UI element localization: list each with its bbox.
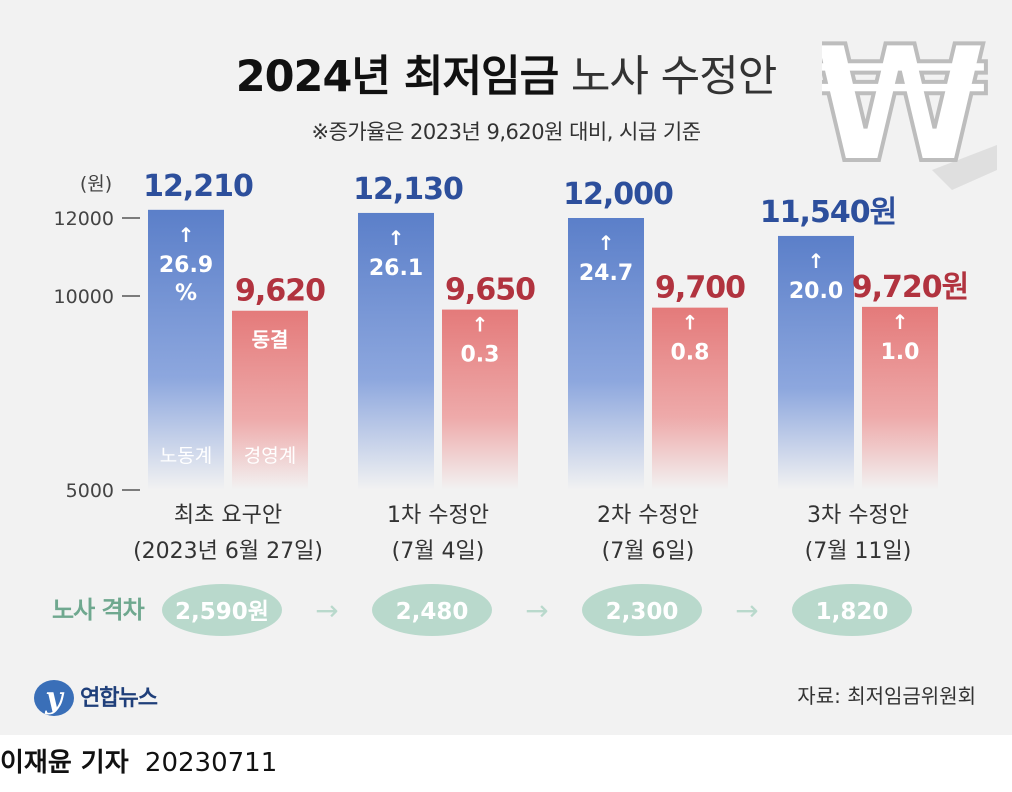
gap-pill	[162, 584, 282, 636]
y-tick-label: 12000	[54, 208, 114, 230]
change-label-management: 0.8	[671, 341, 710, 366]
change-label-labor: 26.1	[369, 256, 423, 281]
up-arrow-icon: ↑	[472, 313, 489, 337]
bar-chart: (원) 12000 10000 5000 12,210 ↑ 26.9% 9,620 동결노동…	[52, 169, 969, 636]
category-sublabel: (7월 11일)	[805, 539, 912, 564]
category-sublabel: (2023년 6월 27일)	[133, 539, 323, 564]
change-label-management: 동결	[252, 328, 289, 352]
bar-management	[442, 309, 518, 490]
arrow-right-icon: →	[315, 594, 338, 627]
category-label: 2차 수정안	[597, 503, 699, 528]
source-note: 자료: 최저임금위원회	[797, 684, 976, 708]
svg-text:₩: ₩	[822, 20, 988, 190]
series-label-management: 경영계	[244, 445, 296, 467]
category-label: 최초 요구안	[174, 503, 282, 528]
data-label-labor: 12,210	[143, 169, 253, 204]
category-sublabel: (7월 6일)	[602, 539, 695, 564]
up-arrow-icon: ↑	[808, 249, 825, 273]
change-label-labor: 24.7	[579, 261, 633, 286]
series-label-labor: 노동계	[160, 445, 212, 467]
arrow-right-icon: →	[525, 594, 548, 627]
gap-pill	[372, 584, 492, 636]
data-label-management: 9,720원	[852, 270, 969, 305]
logo-text: 연합뉴스	[80, 686, 158, 711]
gap-value: 2,590원	[175, 599, 269, 625]
publish-date: 20230711	[144, 748, 278, 778]
svg-text:y: y	[44, 681, 65, 716]
up-arrow-icon: ↑	[178, 223, 195, 247]
gap-row-label: 노사 격차	[52, 596, 145, 624]
category-label: 1차 수정안	[387, 503, 489, 528]
up-arrow-icon: ↑	[892, 310, 909, 334]
chart-note: ※증가율은 2023년 9,620원 대비, 시급 기준	[311, 120, 701, 144]
byline: 이재윤 기자 20230711	[0, 742, 277, 779]
change-label-management: 1.0	[881, 340, 920, 365]
data-label-management: 9,650	[445, 273, 535, 308]
change-label-labor: 26.9	[159, 253, 213, 278]
title-main: 2024년 최저임금	[235, 52, 559, 102]
gap-pill	[792, 584, 912, 636]
reporter-name: 이재윤 기자	[0, 748, 129, 778]
gap-value: 2,300	[606, 599, 679, 625]
bar-labor	[358, 212, 434, 490]
arrow-right-icon: →	[735, 594, 758, 627]
change-label-management: 0.3	[461, 343, 500, 368]
category-sublabel: (7월 4일)	[392, 539, 485, 564]
data-label-management: 9,620	[235, 274, 325, 309]
gap-value: 1,820	[816, 599, 889, 625]
data-label-labor: 11,540원	[760, 195, 896, 230]
up-arrow-icon: ↑	[598, 231, 615, 255]
won-sign-icon: ₩	[822, 20, 997, 190]
title-sub: 노사 수정안	[570, 52, 777, 102]
up-arrow-icon: ↑	[682, 311, 699, 335]
gap-value: 2,480	[396, 599, 469, 625]
y-tick-label: 10000	[54, 286, 114, 308]
data-label-labor: 12,130	[353, 172, 463, 207]
gap-pill	[582, 584, 702, 636]
y-axis-unit-label: (원)	[80, 173, 112, 195]
yonhap-logo-icon: y	[32, 676, 76, 724]
page-title: 2024년 최저임금 노사 수정안	[0, 42, 1012, 104]
bar-management	[232, 310, 308, 490]
bar-labor	[568, 218, 644, 490]
data-label-management: 9,700	[655, 271, 745, 306]
change-label-labor: %	[175, 281, 197, 306]
change-label-labor: 20.0	[789, 279, 843, 304]
bar-labor	[778, 235, 854, 490]
y-tick-label: 5000	[66, 480, 114, 502]
up-arrow-icon: ↑	[388, 226, 405, 250]
bar-management	[652, 307, 728, 490]
bar-labor	[148, 209, 224, 490]
category-label: 3차 수정안	[807, 503, 909, 528]
bar-management	[862, 306, 938, 490]
data-label-labor: 12,000	[563, 177, 673, 212]
